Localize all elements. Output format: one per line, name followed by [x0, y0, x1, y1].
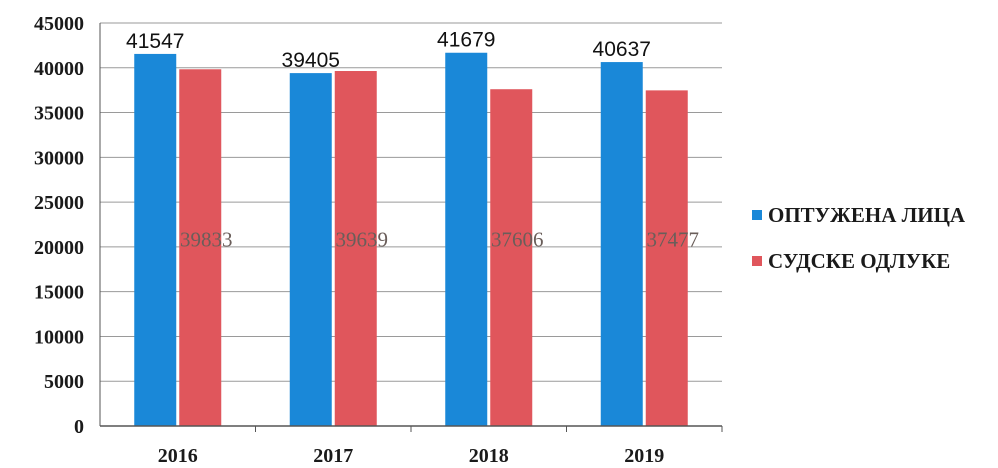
bar-sudske-odluke	[334, 71, 377, 426]
legend-item-optuzena-lica: ОПТУЖЕНА ЛИЦА	[752, 203, 965, 227]
y-tick-label: 40000	[34, 58, 84, 80]
bar-sudske-odluke	[179, 69, 222, 427]
y-tick-label: 5000	[44, 371, 84, 393]
data-label-sudske-odluke: 39639	[336, 228, 389, 252]
x-tick-label: 2019	[624, 445, 664, 467]
data-label-optuzena-lica: 41679	[437, 29, 495, 52]
bar-optuzena-lica	[134, 53, 177, 427]
y-tick-label: 0	[74, 416, 84, 438]
data-label-optuzena-lica: 41547	[126, 30, 184, 53]
data-label-sudske-odluke: 39833	[180, 228, 233, 252]
legend: ОПТУЖЕНА ЛИЦА СУДСКЕ ОДЛУКЕ	[752, 203, 965, 295]
axes: 0 5000 10000 15000 20000 25000 30000 35000 40000…	[34, 13, 723, 467]
x-tick-label: 2017	[313, 445, 353, 467]
y-tick-label: 20000	[34, 237, 84, 259]
legend-swatch-red	[752, 256, 762, 266]
y-tick-label: 15000	[34, 282, 84, 304]
legend-label: ОПТУЖЕНА ЛИЦА	[768, 202, 966, 227]
data-label-sudske-odluke: 37606	[491, 228, 544, 252]
y-tick-label: 35000	[34, 103, 84, 125]
bar-sudske-odluke	[490, 89, 533, 426]
legend-item-sudske-odluke: СУДСКЕ ОДЛУКЕ	[752, 249, 965, 273]
bars	[134, 52, 688, 427]
legend-swatch-blue	[752, 210, 762, 220]
y-tick-label: 10000	[34, 326, 84, 348]
y-tick-label: 45000	[34, 13, 84, 35]
x-tick-label: 2016	[158, 445, 198, 467]
data-labels: 41547 39833 39405 39639 41679 37606 40637 37477	[126, 29, 699, 252]
bar-sudske-odluke	[645, 90, 688, 426]
legend-label: СУДСКЕ ОДЛУКЕ	[768, 248, 951, 273]
bar-optuzena-lica	[445, 52, 488, 427]
data-label-optuzena-lica: 39405	[282, 49, 340, 72]
bar-optuzena-lica	[289, 73, 332, 427]
y-tick-label: 30000	[34, 147, 84, 169]
data-label-optuzena-lica: 40637	[593, 38, 651, 61]
data-label-sudske-odluke: 37477	[647, 228, 700, 252]
bar-optuzena-lica	[600, 62, 643, 426]
y-tick-label: 25000	[34, 192, 84, 214]
x-tick-label: 2018	[469, 445, 509, 467]
